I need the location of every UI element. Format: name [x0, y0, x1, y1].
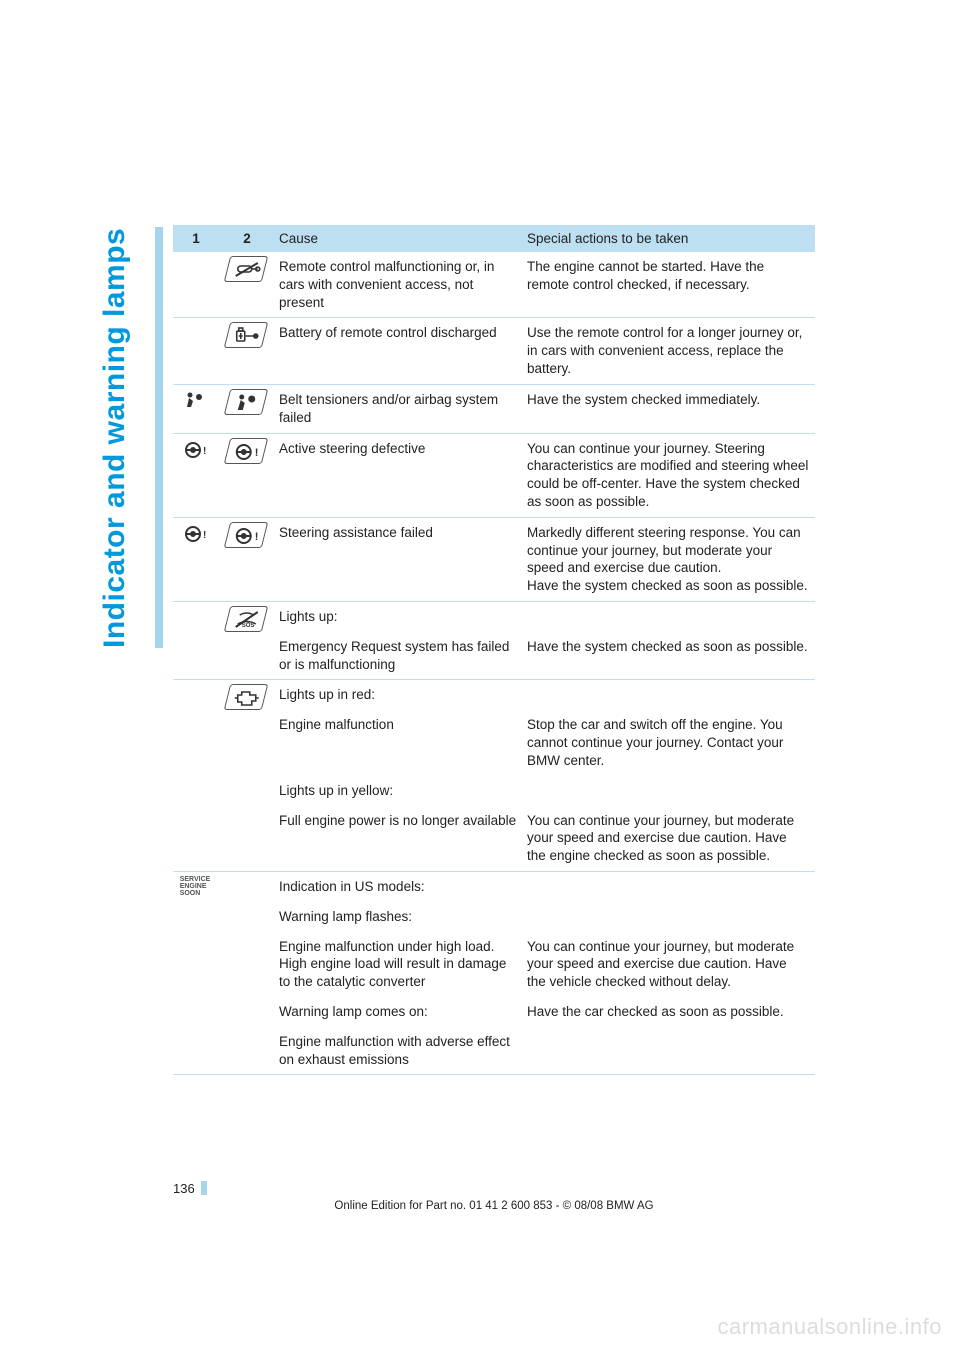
svg-text:!: ! [255, 531, 259, 543]
icon-col-1 [173, 252, 219, 317]
cause-cell: Emergency Request system has failed or i… [275, 632, 523, 680]
sos-icon: SOS [224, 606, 268, 632]
page-number-block: 136 [173, 1180, 815, 1198]
table-row: ! ! Active steering def [173, 433, 815, 517]
cause-header: Warning lamp flashes: [275, 902, 523, 932]
svg-text:!: ! [255, 447, 259, 459]
col-header-2: 2 [219, 225, 275, 252]
remote-key-icon [224, 256, 268, 282]
cause-header: Indication in US models: [275, 871, 523, 901]
steering-icon-small: ! [181, 522, 209, 546]
table-header-row: 1 2 Cause Special actions to be taken [173, 225, 815, 252]
steering-icon: ! [224, 522, 268, 548]
cause-header: Lights up: [275, 602, 523, 632]
action-cell: You can continue your journey, but moder… [523, 806, 815, 871]
cause-cell: Battery of remote control discharged [275, 318, 523, 384]
airbag-icon [224, 389, 268, 415]
cause-header: Lights up in red: [275, 680, 523, 710]
service-engine-soon-icon: SERVICE ENGINE SOON [180, 876, 211, 897]
table-row: SERVICE ENGINE SOON Indication in US mod… [173, 871, 815, 901]
action-cell: Have the system checked as soon as possi… [523, 632, 815, 680]
cause-header: Lights up in yellow: [275, 776, 523, 806]
airbag-icon-small [181, 389, 209, 413]
remote-battery-icon [224, 322, 268, 348]
cause-cell: Engine malfunction with adverse effect o… [275, 1027, 523, 1075]
section-title: Indicator and warning lamps [98, 228, 132, 648]
action-cell: Have the car checked as soon as possible… [523, 997, 815, 1074]
page-number: 136 [173, 1181, 201, 1196]
action-cell: Have the system checked immediately. [523, 384, 815, 432]
cause-cell: Remote control malfunctioning or, in car… [275, 252, 523, 317]
table-row: SOS Lights up: [173, 602, 815, 632]
steering-icon: ! [224, 438, 268, 464]
footer-text: Online Edition for Part no. 01 41 2 600 … [173, 1200, 815, 1212]
col-header-action: Special actions to be taken [523, 225, 815, 252]
cause-cell: Engine malfunction under high load. High… [275, 932, 523, 997]
svg-text:!: ! [203, 530, 206, 541]
warning-table-container: 1 2 Cause Special actions to be taken [173, 225, 815, 1075]
manual-page: Indicator and warning lamps 1 2 Cause Sp… [0, 0, 960, 1358]
table-row: Belt tensioners and/or airbag system fai… [173, 384, 815, 432]
table-row: Remote control malfunctioning or, in car… [173, 252, 815, 317]
cause-cell: Steering assistance failed [275, 517, 523, 601]
table-row: ! ! Steering assistance [173, 517, 815, 601]
action-cell: You can continue your journey. Steering … [523, 433, 815, 517]
action-cell: Markedly different steering response. Yo… [523, 517, 815, 601]
steering-icon-small: ! [181, 438, 209, 462]
cause-cell: Active steering defective [275, 433, 523, 517]
svg-text:!: ! [203, 446, 206, 457]
cause-cell: Full engine power is no longer available [275, 806, 523, 871]
col-header-cause: Cause [275, 225, 523, 252]
cause-cell: Engine malfunction [275, 710, 523, 775]
action-cell: Use the remote control for a longer jour… [523, 318, 815, 384]
icon-col-2 [219, 252, 275, 317]
cause-header: Warning lamp comes on: [275, 997, 523, 1027]
action-cell: You can continue your journey, but moder… [523, 932, 815, 997]
action-cell: Stop the car and switch off the engine. … [523, 710, 815, 775]
watermark: carmanualsonline.info [717, 1314, 942, 1340]
table-row: Lights up in red: [173, 680, 815, 710]
table-row: Battery of remote control discharged Use… [173, 318, 815, 384]
warning-table: 1 2 Cause Special actions to be taken [173, 225, 815, 1075]
cause-cell: Belt tensioners and/or airbag system fai… [275, 384, 523, 432]
svg-text:SOS: SOS [242, 623, 255, 629]
engine-icon [224, 684, 268, 710]
action-cell: The engine cannot be started. Have the r… [523, 252, 815, 317]
col-header-1: 1 [173, 225, 219, 252]
side-accent-bar [155, 227, 163, 648]
page-number-bar [201, 1181, 207, 1195]
